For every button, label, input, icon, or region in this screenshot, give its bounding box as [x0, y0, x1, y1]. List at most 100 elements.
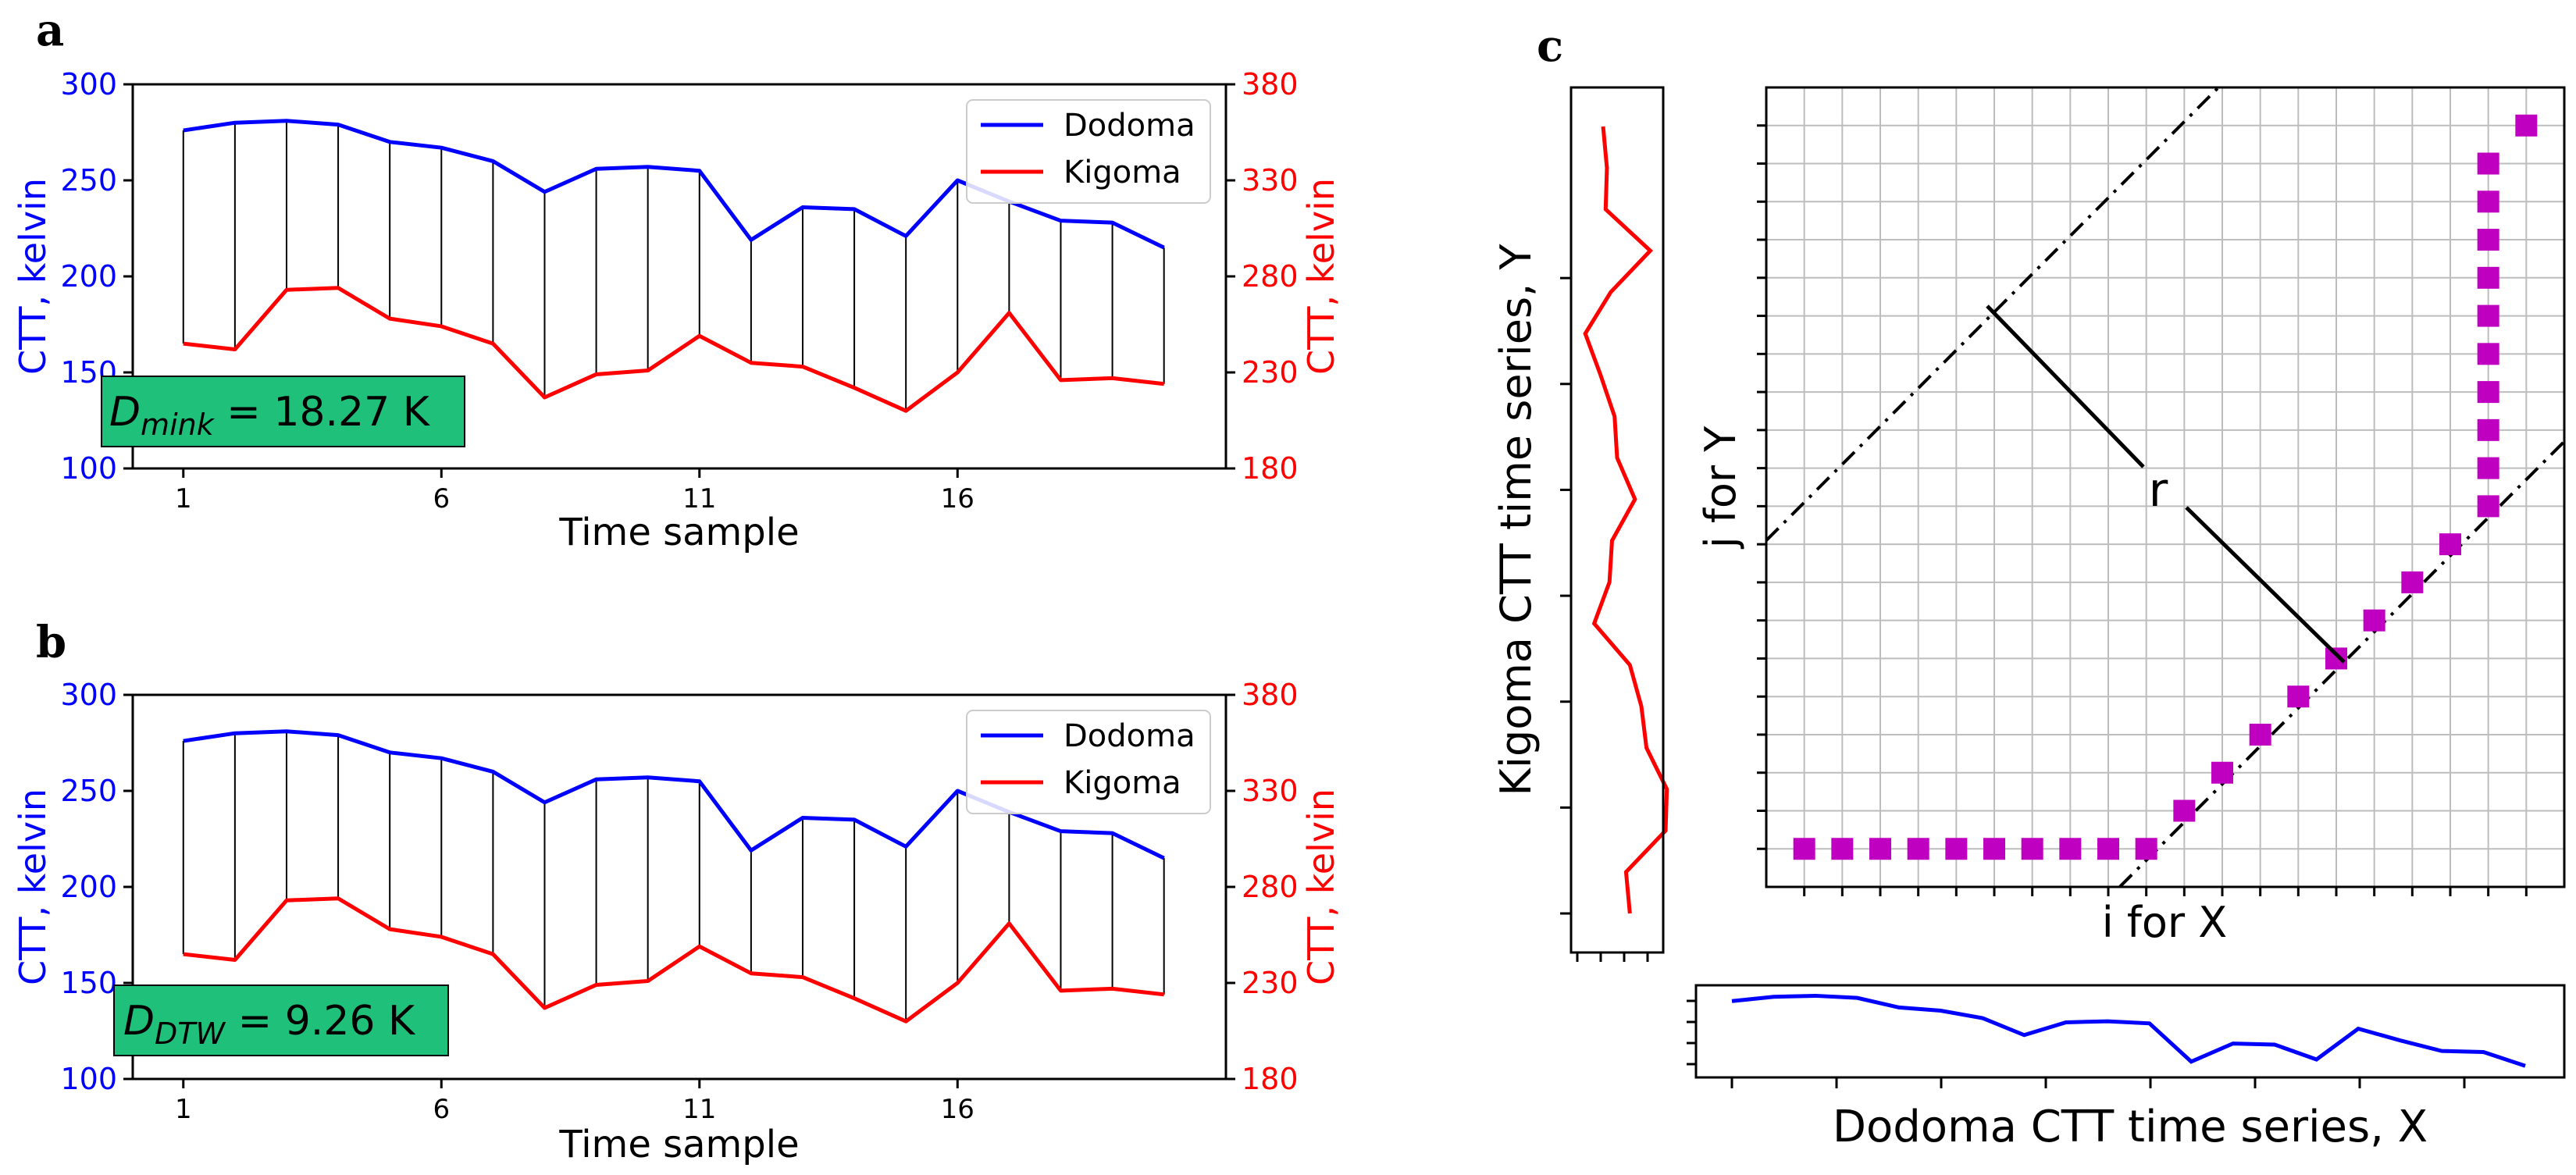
warp-path-marker [1945, 838, 1968, 860]
warp-path-marker [2439, 533, 2461, 556]
x-tick-label: 16 [941, 1094, 974, 1125]
panel-a-distance-annotation: Dmink = 18.27 K [101, 376, 465, 447]
warp-path-marker [2477, 495, 2499, 518]
warp-path-marker [2021, 838, 2043, 860]
y-left-tick-label: 300 [60, 678, 117, 712]
panel-c-side-series [1560, 126, 1669, 962]
y-left-tick-label: 100 [60, 451, 117, 486]
panel-c: c Kigoma CTT time series, Y i for X j fo… [1491, 20, 2566, 1152]
x-tick-label: 1 [175, 483, 192, 515]
panel-b-distance-annotation: DDTW = 9.26 K [113, 985, 449, 1056]
panel-a-legend: Dodoma Kigoma [966, 99, 1211, 204]
y-right-tick-label: 380 [1242, 678, 1299, 712]
panel-b-alignment-lines [182, 731, 1165, 1022]
panel-a-ylabel-left: CTT, kelvin [12, 178, 54, 375]
panel-c-bottom-frame [1694, 984, 2566, 1079]
y-right-tick-label: 330 [1242, 163, 1299, 198]
x-tick-label: 11 [682, 483, 716, 515]
y-right-tick-label: 180 [1242, 451, 1299, 486]
y-left-tick-label: 250 [60, 163, 117, 198]
warp-path-marker [2211, 761, 2233, 784]
panel-b-label: b [36, 617, 66, 668]
warp-path-marker [2515, 114, 2538, 137]
panel-b-annotation-text: DDTW = 9.26 K [123, 998, 416, 1051]
y-right-tick-label: 380 [1242, 67, 1299, 101]
warp-path-marker [2477, 229, 2499, 251]
warp-path-marker [2477, 190, 2499, 213]
y-left-tick-label: 150 [60, 966, 117, 1000]
panel-b-xlabel: Time sample [558, 1123, 799, 1166]
x-tick-label: 1 [175, 1094, 192, 1125]
panel-b-annotation-box [113, 985, 449, 1056]
x-tick-label: 6 [433, 483, 450, 515]
warp-path-marker [2401, 571, 2424, 593]
panel-a-label: a [36, 5, 64, 56]
panel-b-legend-dodoma: Dodoma [1064, 718, 1195, 754]
warp-path-marker [2363, 609, 2385, 632]
warp-path-marker [2325, 647, 2347, 670]
panel-c-xlabel: i for X [2102, 898, 2228, 947]
x-tick-label: 11 [682, 1094, 716, 1125]
panel-c-grid-ticks [1757, 124, 2528, 896]
y-right-tick-label: 230 [1242, 355, 1299, 390]
panel-c-ylabel: j for Y [1696, 425, 1745, 550]
y-left-tick-label: 100 [60, 1062, 117, 1096]
side-series-kigoma [1583, 126, 1669, 914]
panel-a-legend-dodoma: Dodoma [1064, 108, 1195, 144]
y-right-tick-label: 330 [1242, 774, 1299, 808]
warp-path-marker [2477, 418, 2499, 441]
panel-c-label: c [1537, 20, 1563, 72]
x-tick-label: 16 [941, 483, 974, 515]
warp-path-marker [2287, 685, 2310, 708]
y-right-tick-label: 180 [1242, 1062, 1299, 1096]
panel-c-side-ylabel: Kigoma CTT time series, Y [1491, 244, 1541, 796]
panel-c-r-indicator-lower [2185, 506, 2346, 664]
warp-path-marker [2249, 723, 2271, 746]
panel-c-r-indicator-upper [1986, 304, 2145, 468]
bottom-series-dodoma [1731, 993, 2526, 1068]
panel-c-grid-frame [1765, 86, 2566, 888]
panel-a-xlabel: Time sample [558, 511, 799, 554]
warp-path-marker [2477, 266, 2499, 289]
warp-path-marker [2173, 799, 2196, 822]
y-left-tick-label: 200 [60, 259, 117, 294]
y-left-tick-label: 250 [60, 774, 117, 808]
warp-path-marker [2477, 152, 2499, 175]
x-tick-label: 6 [433, 1094, 450, 1125]
panel-a-alignment-lines [182, 120, 1165, 411]
y-left-tick-label: 200 [60, 870, 117, 904]
panel-a-annotation-box [101, 376, 465, 447]
panel-c-warp-path [1793, 114, 2538, 860]
warp-path-marker [2477, 457, 2499, 479]
warp-path-marker [2059, 838, 2082, 860]
panel-c-band-label: r [2149, 463, 2168, 518]
warp-path-marker [2477, 343, 2499, 365]
y-right-tick-label: 230 [1242, 966, 1299, 1000]
series-line-kigoma [183, 286, 1164, 413]
panel-a-annotation-text: Dmink = 18.27 K [109, 389, 431, 442]
warp-path-marker [2097, 838, 2119, 860]
warp-path-marker [2135, 838, 2157, 860]
panel-b-ylabel-left: CTT, kelvin [12, 789, 54, 985]
y-right-tick-label: 280 [1242, 259, 1299, 294]
panel-b-legend: Dodoma Kigoma [966, 710, 1211, 814]
warp-path-marker [1869, 838, 1891, 860]
y-left-tick-label: 300 [60, 67, 117, 101]
panel-c-bottom-xlabel: Dodoma CTT time series, X [1833, 1102, 2428, 1152]
warp-path-marker [1907, 838, 1929, 860]
panel-a-legend-kigoma: Kigoma [1064, 155, 1181, 190]
panel-c-side-frame [1569, 86, 1665, 954]
panel-c-grid [1766, 87, 2564, 887]
y-right-tick-label: 280 [1242, 870, 1299, 904]
panel-b-legend-kigoma: Kigoma [1064, 765, 1181, 801]
panel-c-bottom-series [1687, 993, 2526, 1088]
warp-path-marker [1793, 838, 1815, 860]
warp-path-marker [1983, 838, 2005, 860]
warp-path-marker [1831, 838, 1854, 860]
panel-b-ylabel-right: CTT, kelvin [1300, 789, 1342, 985]
